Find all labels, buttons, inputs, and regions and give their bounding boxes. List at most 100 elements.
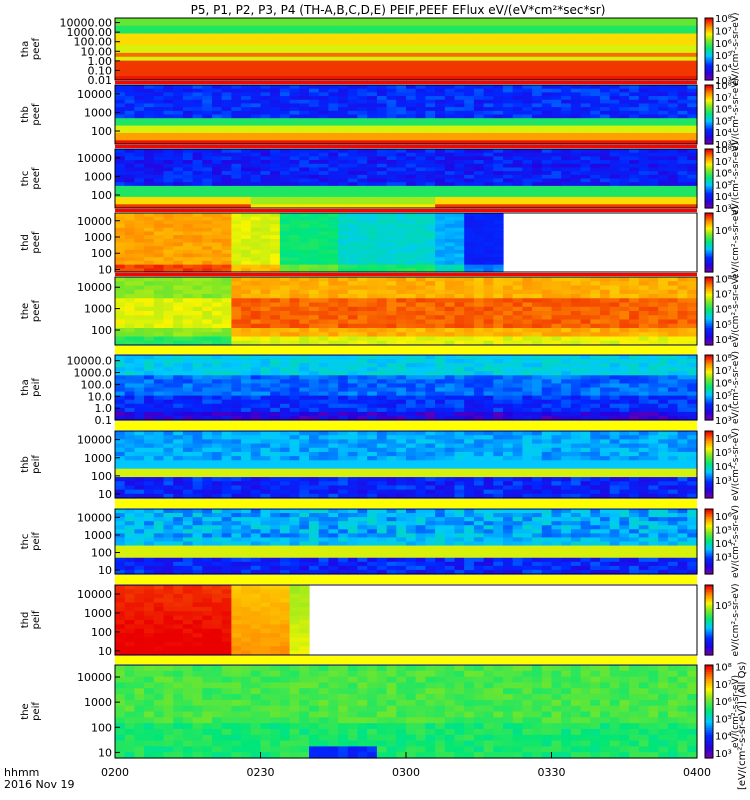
heatmap-cell — [182, 391, 194, 397]
heatmap-cell — [638, 160, 650, 165]
heatmap-cell — [221, 294, 232, 299]
heatmap-cell — [289, 56, 300, 62]
heatmap-cell — [221, 260, 232, 266]
heatmap-cell — [192, 328, 203, 333]
heatmap-cell — [279, 196, 291, 202]
heatmap-cell — [464, 336, 475, 342]
heatmap-cell — [279, 200, 291, 205]
heatmap-cell — [376, 249, 388, 255]
heatmap-cell — [493, 167, 504, 172]
heatmap-cell — [163, 171, 174, 176]
heatmap-cell — [115, 302, 126, 308]
heatmap-cell — [629, 289, 640, 295]
heatmap-cell — [202, 76, 213, 81]
heatmap-cell — [163, 92, 174, 97]
heatmap-cell — [173, 302, 184, 308]
heatmap-cell — [396, 306, 407, 312]
heatmap-cell — [212, 41, 223, 46]
heatmap-cell — [570, 323, 582, 329]
heatmap-cell — [483, 92, 494, 97]
heatmap-cell — [600, 285, 611, 291]
chart-title: P5, P1, P2, P3, P4 (TH-A,B,C,D,E) PEIF,P… — [191, 3, 606, 17]
heatmap-cell — [260, 18, 271, 23]
heatmap-cell — [182, 140, 194, 145]
heatmap-cell — [192, 257, 203, 262]
heatmap-cell — [667, 174, 679, 180]
heatmap-cell — [677, 311, 688, 316]
panels-layer: tha peef10000.001000.00100.0010.001.000.1… — [20, 12, 741, 759]
heatmap-cell — [570, 156, 582, 161]
heatmap-cell — [241, 64, 252, 69]
heatmap-cell — [144, 323, 155, 329]
heatmap-cell — [289, 204, 300, 209]
heatmap-cell — [212, 340, 223, 346]
heatmap-cell — [144, 294, 155, 299]
heatmap-cell — [376, 216, 388, 221]
heatmap-cell — [202, 355, 213, 360]
heatmap-cell — [551, 311, 562, 316]
heatmap-cell — [483, 340, 494, 346]
heatmap-cell — [629, 156, 640, 161]
heatmap-cell — [115, 125, 126, 130]
heatmap-cell — [289, 118, 300, 123]
heatmap-cell — [212, 196, 223, 202]
heatmap-cell — [677, 21, 688, 27]
heatmap-cell — [212, 52, 223, 58]
heatmap-cell — [658, 152, 669, 157]
heatmap-cell — [600, 160, 611, 165]
colorbar-tick-label: 10⁴ — [715, 128, 732, 139]
heatmap-cell — [299, 182, 310, 187]
heatmap-cell — [376, 238, 388, 244]
heatmap-cell — [435, 85, 446, 90]
heatmap-cell — [376, 323, 388, 329]
heatmap-cell — [134, 33, 145, 38]
heatmap-cell — [250, 114, 262, 119]
heatmap-cell — [415, 110, 426, 116]
heatmap-cell — [192, 407, 203, 413]
heatmap-cell — [464, 182, 475, 187]
heatmap-cell — [221, 395, 232, 401]
heatmap-cell — [561, 103, 572, 108]
heatmap-cell — [483, 185, 494, 191]
heatmap-cell — [561, 174, 572, 180]
heatmap-cell — [124, 171, 135, 176]
colorbar-segment — [705, 130, 713, 133]
heatmap-cell — [173, 328, 184, 333]
heatmap-cell — [221, 96, 232, 101]
heatmap-cell — [386, 213, 397, 218]
heatmap-cell — [454, 193, 465, 198]
heatmap-cell — [435, 216, 446, 221]
heatmap-cell — [386, 96, 397, 101]
heatmap-cell — [677, 114, 688, 119]
heatmap-cell — [338, 340, 349, 346]
heatmap-cell — [163, 129, 174, 134]
colorbar-segment — [705, 64, 713, 67]
heatmap-cell — [493, 136, 504, 141]
heatmap-cell — [483, 68, 494, 73]
heatmap-cell — [192, 160, 203, 165]
heatmap-cell — [260, 253, 271, 258]
heatmap-cell — [629, 125, 640, 130]
heatmap-cell — [687, 29, 698, 35]
heatmap-cell — [522, 52, 533, 58]
heatmap-cell — [299, 163, 310, 169]
heatmap-cell — [677, 64, 688, 69]
heatmap-cell — [503, 110, 514, 116]
heatmap-cell — [367, 260, 378, 266]
heatmap-cell — [338, 136, 349, 141]
heatmap-cell — [629, 323, 640, 329]
heatmap-cell — [677, 45, 688, 50]
heatmap-cell — [512, 64, 523, 69]
heatmap-cell — [580, 185, 591, 191]
heatmap-cell — [396, 37, 407, 42]
heatmap-cell — [580, 99, 591, 105]
heatmap-cell — [289, 285, 300, 291]
heatmap-cell — [551, 129, 562, 134]
heatmap-cell — [250, 302, 262, 308]
heatmap-cell — [619, 99, 630, 105]
heatmap-cell — [270, 114, 281, 119]
heatmap-cell — [541, 178, 553, 183]
heatmap-cell — [687, 200, 698, 205]
heatmap-cell — [396, 132, 407, 138]
colorbar-segment — [705, 121, 713, 124]
